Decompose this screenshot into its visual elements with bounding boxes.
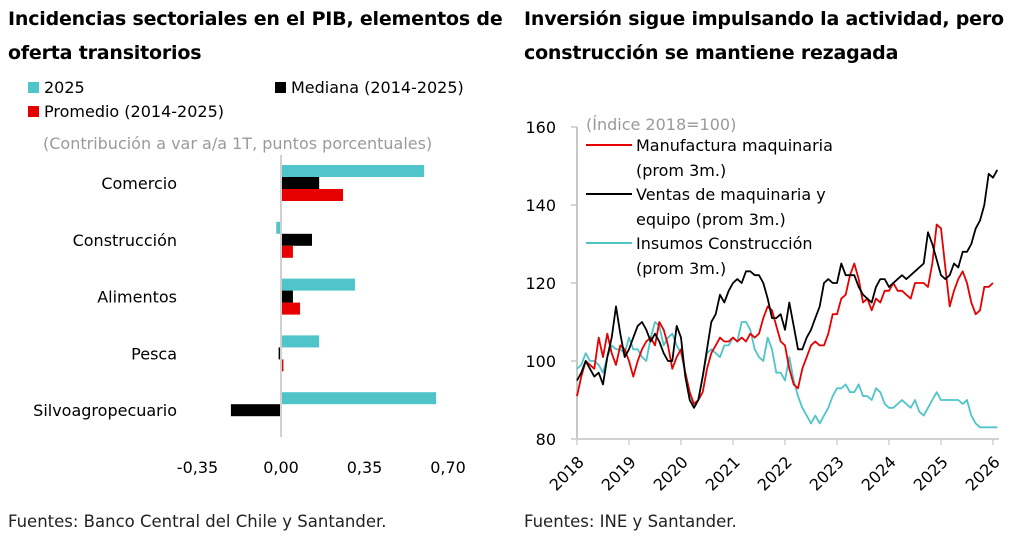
legend-swatch-promedio xyxy=(28,106,39,117)
left-chart-title: Incidencias sectoriales en el PIB, eleme… xyxy=(8,8,503,64)
right-chart-subtitle: (Índice 2018=100) xyxy=(586,115,737,134)
right-chart-title: Inversión sigue impulsando la actividad,… xyxy=(524,8,1004,64)
bar-2025 xyxy=(281,278,355,291)
bar-promedio xyxy=(281,359,284,372)
legend-label: Manufactura maquinaria xyxy=(636,136,833,155)
x-tick-label: 0,35 xyxy=(347,458,383,477)
bar-2025 xyxy=(281,335,320,348)
x-tick-label: 2020 xyxy=(650,452,692,494)
bar-2025 xyxy=(276,221,281,234)
legend-line-ventas xyxy=(586,193,632,195)
legend-label: Ventas de maquinaria y xyxy=(636,185,826,204)
category-label: Alimentos xyxy=(97,288,177,307)
legend-label: Mediana (2014-2025) xyxy=(291,78,464,97)
x-tick-label: 2021 xyxy=(702,452,744,494)
legend-line-manufactura xyxy=(586,144,632,146)
legend-label-cont: equipo (prom 3m.) xyxy=(636,209,786,229)
x-tick-label: 2024 xyxy=(858,452,900,494)
series-line-manufactura xyxy=(576,223,994,405)
x-tick-label: -0,35 xyxy=(177,458,218,477)
y-tick-label: 120 xyxy=(525,274,556,293)
bar-mediana xyxy=(281,233,313,246)
bar-promedio xyxy=(281,189,344,201)
left-source-note: Fuentes: Banco Central del Chile y Santa… xyxy=(8,512,387,531)
legend-swatch-mediana xyxy=(275,82,286,93)
bar-2025 xyxy=(281,165,425,177)
legend-item-insumos: Insumos Construcción (prom 3m.) xyxy=(586,232,833,281)
legend-item-manufactura: Manufactura maquinaria (prom 3m.) xyxy=(586,134,833,183)
category-label: Construcción xyxy=(73,231,177,250)
legend-item-2025: 2025 xyxy=(28,76,224,100)
legend-item-ventas: Ventas de maquinaria y equipo (prom 3m.) xyxy=(586,183,833,232)
left-legend: 2025 Promedio (2014-2025) xyxy=(28,76,224,124)
bar-mediana xyxy=(281,290,293,303)
legend-label: Insumos Construcción xyxy=(636,234,813,253)
legend-line-insumos xyxy=(586,242,632,244)
bar-mediana xyxy=(230,404,281,417)
x-tick-label: 0,00 xyxy=(263,458,299,477)
category-label: Silvoagropecuario xyxy=(33,401,177,420)
legend-label-cont: (prom 3m.) xyxy=(636,160,727,180)
x-tick-label: 2025 xyxy=(910,452,952,494)
x-tick-label: 2019 xyxy=(598,452,640,494)
bar-promedio xyxy=(281,302,301,315)
legend-label: Promedio (2014-2025) xyxy=(44,102,224,121)
legend-item-promedio: Promedio (2014-2025) xyxy=(28,100,224,124)
x-tick-label: 2018 xyxy=(546,452,588,494)
category-label: Pesca xyxy=(131,344,177,363)
legend-label-cont: (prom 3m.) xyxy=(636,258,727,278)
legend-swatch-2025 xyxy=(28,82,39,93)
right-source-note: Fuentes: INE y Santander. xyxy=(524,512,737,531)
y-tick-label: 80 xyxy=(536,430,556,449)
x-tick-label: 2023 xyxy=(806,452,848,494)
y-tick-label: 140 xyxy=(525,196,556,215)
x-tick-label: 2026 xyxy=(962,452,1004,494)
right-legend: Manufactura maquinaria (prom 3m.) Ventas… xyxy=(586,134,833,281)
series-line-ventas xyxy=(576,169,999,409)
y-tick-label: 100 xyxy=(525,352,556,371)
x-tick-label: 2022 xyxy=(754,452,796,494)
category-label: Comercio xyxy=(101,174,177,193)
bar-mediana xyxy=(278,347,281,360)
legend-label: 2025 xyxy=(44,78,85,97)
series-line-insumos xyxy=(576,321,998,429)
bar-promedio xyxy=(281,245,293,258)
legend-item-mediana: Mediana (2014-2025) xyxy=(275,76,464,100)
bar-2025 xyxy=(281,392,437,405)
y-tick-label: 160 xyxy=(525,118,556,137)
left-chart-subtitle: (Contribución a var a/a 1T, puntos porce… xyxy=(43,134,433,153)
x-tick-label: 0,70 xyxy=(430,458,466,477)
bar-mediana xyxy=(281,177,320,189)
